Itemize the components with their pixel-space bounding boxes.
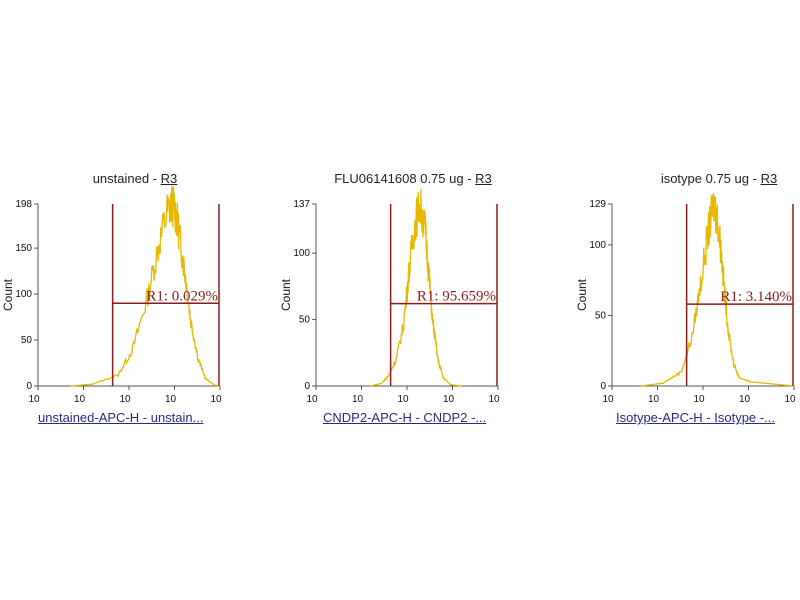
histogram-svg-3: Count 0 50 100 129 10 10 10 10 10 R1: 3.140% bbox=[575, 193, 796, 405]
y-tick-label: 0 bbox=[304, 381, 310, 392]
x-axis-label-2[interactable]: CNDP2-APC-H - CNDP2 -... bbox=[323, 410, 487, 425]
y-tick-label: 100 bbox=[589, 240, 606, 251]
y-tick-label: 100 bbox=[293, 248, 310, 259]
panel-title-text-2: FLU06141608 0.75 ug - bbox=[334, 171, 472, 186]
y-tick-label: 198 bbox=[15, 199, 32, 210]
x-axis-label-3[interactable]: Isotype-APC-H - Isotype -... bbox=[616, 410, 775, 425]
x-axis-label-1[interactable]: unstained-APC-H - unstain... bbox=[38, 410, 204, 425]
histogram-series bbox=[641, 193, 795, 387]
panel-title-1: unstained - R3 bbox=[20, 171, 250, 186]
histogram-series bbox=[370, 188, 462, 387]
panel-title-3: isotype 0.75 ug - R3 bbox=[604, 171, 800, 186]
y-tick-label: 100 bbox=[15, 289, 32, 300]
histogram-panel-3: isotype 0.75 ug - R3 Count 0 50 100 129 10 10 1… bbox=[574, 168, 800, 430]
x-tick-label: 10 bbox=[602, 394, 614, 405]
y-tick-label: 0 bbox=[26, 381, 32, 392]
region-link-1[interactable]: R3 bbox=[160, 171, 178, 186]
gate-label: R1: 3.140% bbox=[720, 289, 792, 305]
region-link-3[interactable]: R3 bbox=[760, 171, 778, 186]
x-tick-label: 10 bbox=[784, 394, 796, 405]
x-tick-label: 10 bbox=[306, 394, 318, 405]
histogram-svg-1: Count 0 50 100 150 198 10 10 10 10 10 R1: 0.029% bbox=[1, 185, 222, 405]
x-tick-label: 10 bbox=[165, 394, 177, 405]
x-tick-label: 10 bbox=[74, 394, 86, 405]
y-axis-label: Count bbox=[279, 278, 293, 311]
region-link-2[interactable]: R3 bbox=[475, 171, 492, 186]
gate-label: R1: 95.659% bbox=[417, 289, 496, 305]
x-tick-label: 10 bbox=[352, 394, 364, 405]
histogram-svg-2: Count 0 50 100 137 10 10 10 10 10 R1: 95.659% bbox=[279, 188, 500, 405]
y-tick-label: 137 bbox=[293, 199, 310, 210]
y-tick-label: 50 bbox=[595, 310, 607, 321]
x-tick-label: 10 bbox=[397, 394, 409, 405]
y-axis-label: Count bbox=[1, 278, 15, 311]
y-axis-label: Count bbox=[575, 278, 589, 311]
gate-label: R1: 0.029% bbox=[146, 288, 218, 304]
x-tick-label: 10 bbox=[210, 394, 222, 405]
x-tick-label: 10 bbox=[488, 394, 500, 405]
x-tick-label: 10 bbox=[119, 394, 131, 405]
x-tick-label: 10 bbox=[739, 394, 751, 405]
x-tick-label: 10 bbox=[443, 394, 455, 405]
x-tick-label: 10 bbox=[693, 394, 705, 405]
x-tick-label: 10 bbox=[28, 394, 40, 405]
x-tick-label: 10 bbox=[648, 394, 660, 405]
y-tick-label: 150 bbox=[15, 243, 32, 254]
histogram-panel-2: FLU06141608 0.75 ug - R3 Count 0 50 100 137 1… bbox=[278, 168, 508, 430]
y-tick-label: 129 bbox=[589, 199, 606, 210]
y-tick-label: 50 bbox=[299, 315, 311, 326]
y-tick-label: 0 bbox=[600, 381, 606, 392]
panel-title-2: FLU06141608 0.75 ug - R3 bbox=[298, 171, 528, 186]
panel-title-text-3: isotype 0.75 ug - bbox=[660, 171, 757, 186]
panel-title-text-1: unstained - bbox=[92, 171, 158, 186]
histogram-panel-1: unstained - R3 Count 0 50 100 150 198 10 10 10 10… bbox=[0, 168, 230, 430]
y-tick-label: 50 bbox=[21, 335, 33, 346]
histogram-series bbox=[70, 185, 221, 387]
